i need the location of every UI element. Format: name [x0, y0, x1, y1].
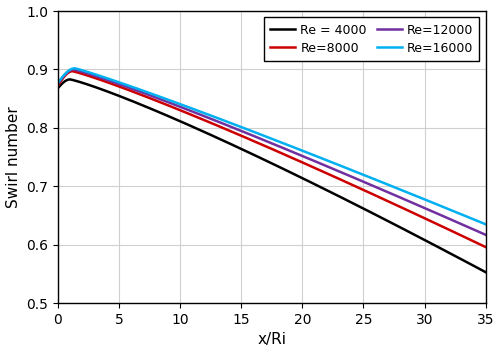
- Re=12000: [70, 67, 76, 72]
- Re=8000: [55, 84, 61, 88]
- Re=16000: [373, 178, 379, 182]
- Re=8000: [62, 74, 68, 78]
- Re=16000: [470, 217, 476, 221]
- Re = 4000: [470, 263, 476, 268]
- Re=8000: [118, 85, 124, 89]
- Line: Re=16000: Re=16000: [58, 68, 486, 224]
- Re = 4000: [55, 86, 61, 90]
- Re=16000: [109, 78, 115, 82]
- Line: Re=8000: Re=8000: [58, 71, 486, 247]
- Re=16000: [482, 222, 488, 226]
- Y-axis label: Swirl number: Swirl number: [6, 106, 20, 208]
- Re=8000: [107, 81, 113, 85]
- Re = 4000: [482, 270, 488, 274]
- Re=12000: [55, 82, 61, 86]
- Line: Re=12000: Re=12000: [58, 70, 486, 235]
- Re=16000: [120, 82, 126, 86]
- Re=8000: [336, 177, 342, 181]
- Re=12000: [62, 72, 68, 77]
- Re = 4000: [60, 80, 66, 84]
- Re = 4000: [104, 89, 110, 94]
- Re = 4000: [116, 94, 121, 98]
- Re=8000: [482, 245, 488, 249]
- Re=16000: [55, 81, 61, 85]
- Re=16000: [337, 163, 343, 168]
- Re=12000: [372, 185, 378, 189]
- Re = 4000: [67, 77, 73, 82]
- Re=12000: [119, 83, 125, 87]
- Re=12000: [482, 233, 488, 237]
- Re=12000: [336, 169, 342, 174]
- Line: Re = 4000: Re = 4000: [58, 79, 486, 272]
- Re=8000: [70, 69, 75, 73]
- Re=12000: [108, 79, 114, 83]
- X-axis label: x/Ri: x/Ri: [258, 333, 286, 347]
- Re = 4000: [336, 194, 342, 198]
- Re=12000: [470, 227, 476, 232]
- Re=16000: [72, 66, 78, 71]
- Re=16000: [62, 71, 68, 75]
- Re=8000: [372, 193, 378, 197]
- Re=8000: [470, 239, 476, 243]
- Legend: Re = 4000, Re=8000, Re=12000, Re=16000: Re = 4000, Re=8000, Re=12000, Re=16000: [264, 17, 480, 61]
- Re = 4000: [372, 212, 378, 216]
